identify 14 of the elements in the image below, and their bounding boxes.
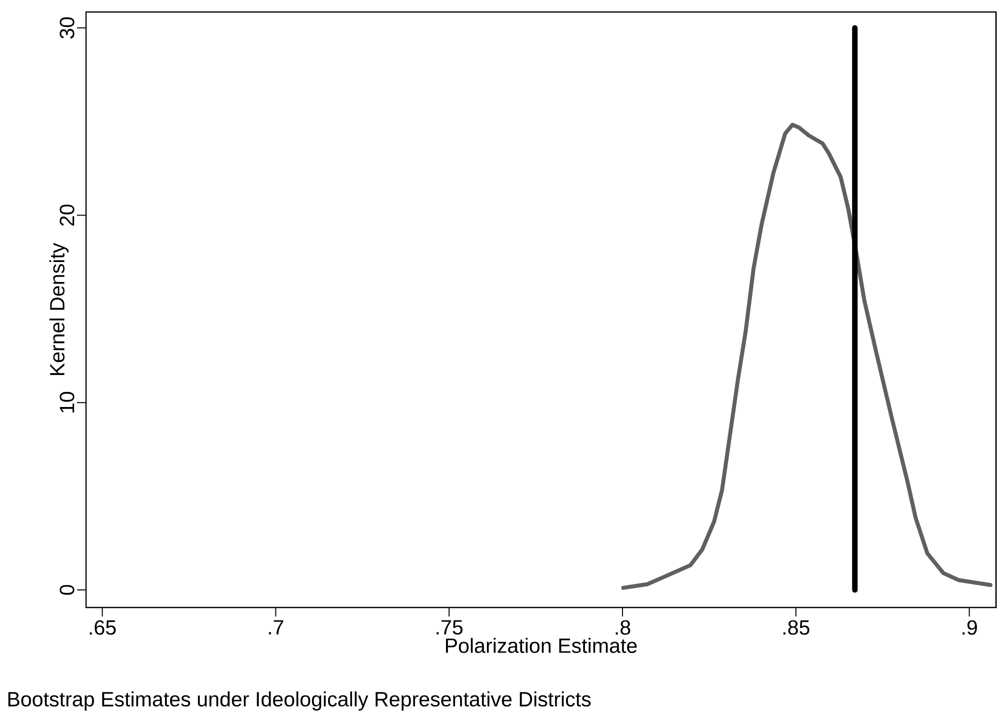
line-series (621, 122, 992, 590)
x-axis-title: Polarization Estimate (446, 638, 637, 654)
x-tick-label: .9 (962, 620, 977, 635)
y-tick-label: 10 (60, 392, 74, 412)
y-tick-label: 30 (60, 17, 74, 39)
x-tick-label: .75 (436, 620, 463, 635)
x-tick-label: .8 (616, 620, 630, 635)
y-tick-label: 0 (60, 584, 74, 595)
x-tick-label: .7 (268, 620, 284, 634)
y-tick-label: 20 (60, 204, 74, 226)
y-axis-title: Kernel Density (49, 242, 69, 376)
text: Bootstrap Estimates under Ideologically Representative Districts (8, 691, 591, 711)
x-tick-label: .85 (783, 620, 810, 635)
x-tick-label: .65 (90, 620, 116, 635)
